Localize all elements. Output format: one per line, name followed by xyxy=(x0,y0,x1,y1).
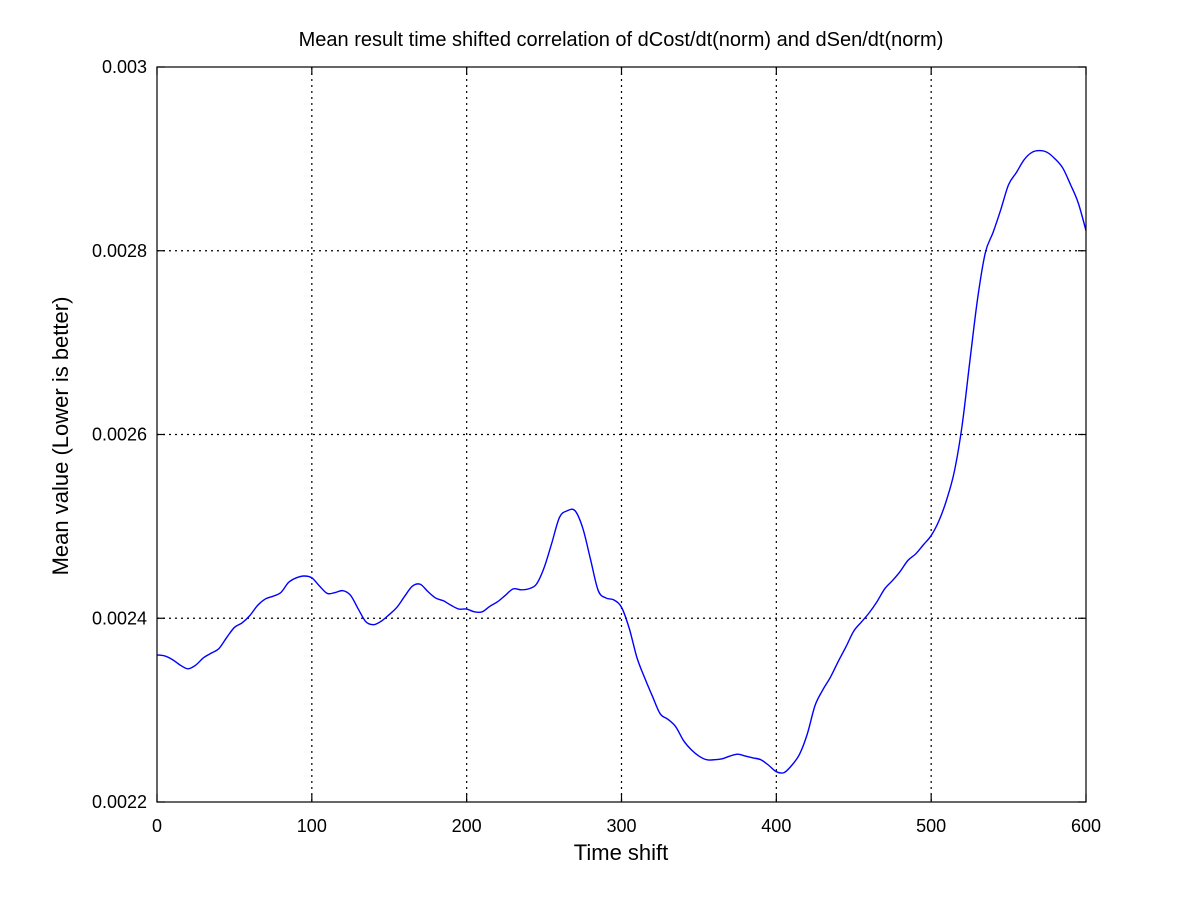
x-tick-label: 0 xyxy=(152,816,162,836)
y-axis-ticks: 0.0022 0.0024 0.0026 0.0028 0.003 xyxy=(92,57,1086,812)
chart-title: Mean result time shifted correlation of … xyxy=(299,29,944,51)
y-axis-label: Mean value (Lower is better) xyxy=(48,297,73,576)
y-tick-label: 0.003 xyxy=(102,57,147,77)
x-tick-label: 100 xyxy=(297,816,327,836)
x-axis-ticks: 0 100 200 300 400 500 600 xyxy=(152,67,1101,836)
x-tick-label: 400 xyxy=(761,816,791,836)
series-layer xyxy=(156,149,1087,774)
x-tick-label: 500 xyxy=(916,816,946,836)
series-line-0 xyxy=(156,149,1087,774)
y-tick-label: 0.0026 xyxy=(92,425,147,445)
x-tick-label: 600 xyxy=(1071,816,1101,836)
y-tick-label: 0.0028 xyxy=(92,241,147,261)
y-tick-label: 0.0022 xyxy=(92,792,147,812)
y-tick-label: 0.0024 xyxy=(92,608,147,628)
x-tick-label: 200 xyxy=(452,816,482,836)
x-axis-label: Time shift xyxy=(574,840,669,865)
grid-lines xyxy=(157,67,1086,802)
x-tick-label: 300 xyxy=(606,816,636,836)
